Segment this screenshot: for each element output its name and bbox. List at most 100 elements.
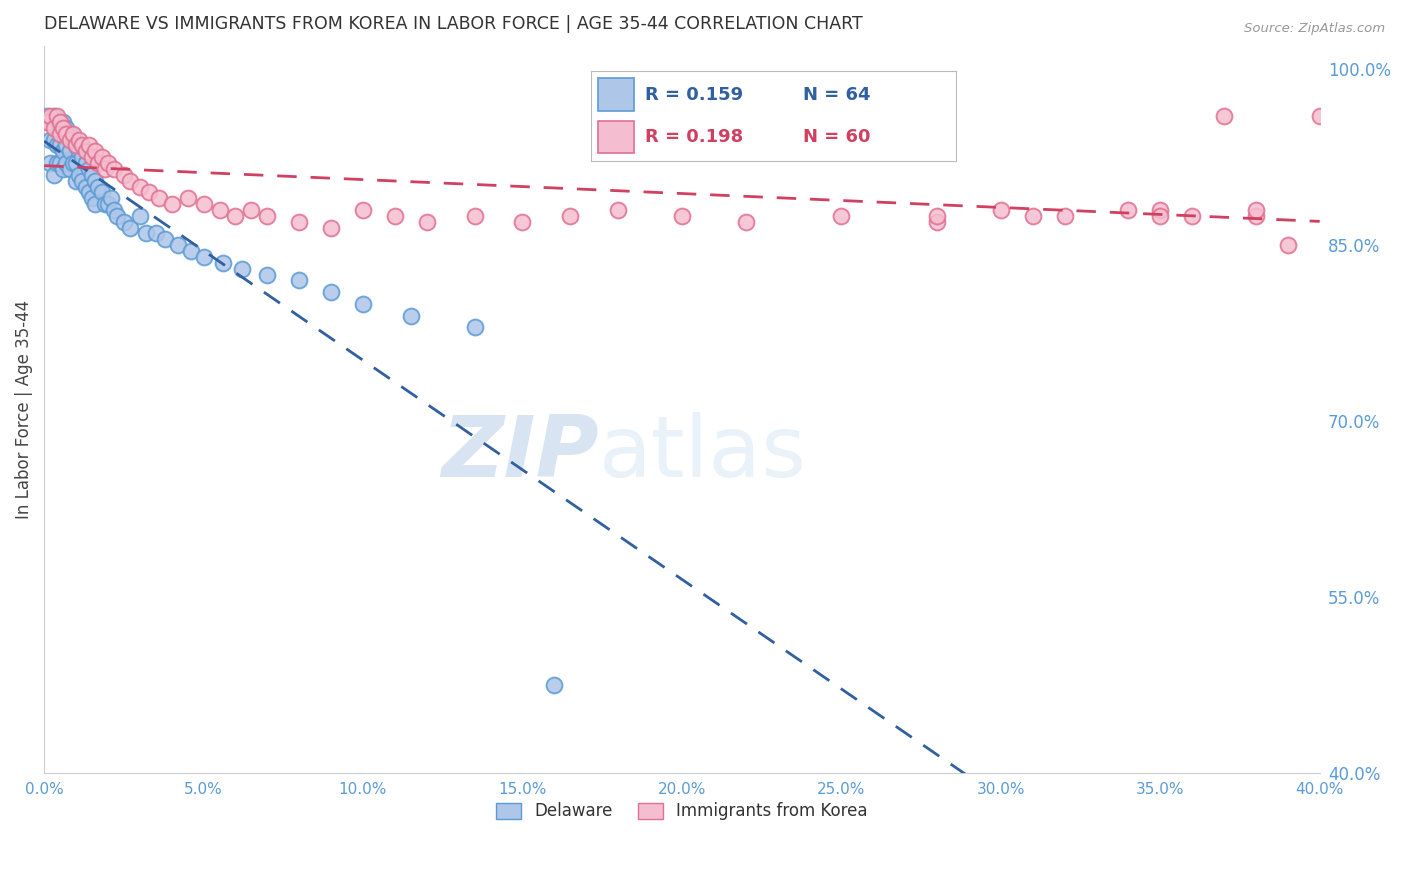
Point bbox=[167, 238, 190, 252]
Point bbox=[1118, 202, 1140, 217]
Text: DELAWARE VS IMMIGRANTS FROM KOREA IN LABOR FORCE | AGE 35-44 CORRELATION CHART: DELAWARE VS IMMIGRANTS FROM KOREA IN LAB… bbox=[44, 15, 863, 33]
Point bbox=[37, 115, 59, 129]
Point bbox=[72, 150, 94, 164]
Point bbox=[231, 261, 253, 276]
Point bbox=[193, 250, 215, 264]
Point bbox=[160, 197, 183, 211]
Point bbox=[84, 145, 107, 159]
Point bbox=[75, 156, 97, 170]
Point bbox=[67, 132, 90, 146]
Point bbox=[100, 191, 122, 205]
Point bbox=[90, 150, 112, 164]
Point bbox=[352, 202, 374, 217]
Point bbox=[97, 197, 120, 211]
Point bbox=[112, 168, 135, 182]
Point bbox=[543, 678, 565, 692]
Point bbox=[1021, 209, 1043, 223]
Point bbox=[77, 138, 100, 153]
Point bbox=[37, 109, 59, 123]
Point bbox=[135, 227, 157, 241]
Point bbox=[925, 209, 948, 223]
Point bbox=[240, 202, 263, 217]
Point bbox=[67, 145, 90, 159]
Text: ZIP: ZIP bbox=[441, 412, 599, 495]
Point bbox=[288, 215, 311, 229]
Point bbox=[607, 202, 630, 217]
Point bbox=[45, 138, 67, 153]
Point bbox=[1181, 209, 1204, 223]
Point bbox=[45, 109, 67, 123]
Text: N = 64: N = 64 bbox=[803, 86, 870, 103]
Point bbox=[925, 215, 948, 229]
Text: atlas: atlas bbox=[599, 412, 807, 495]
Point bbox=[52, 120, 75, 135]
Point bbox=[62, 156, 84, 170]
Point bbox=[65, 138, 87, 153]
Point bbox=[193, 197, 215, 211]
Point bbox=[148, 191, 170, 205]
Point bbox=[45, 115, 67, 129]
Point bbox=[319, 220, 342, 235]
Point bbox=[103, 161, 125, 176]
Point bbox=[464, 209, 486, 223]
Point bbox=[734, 215, 756, 229]
Legend: Delaware, Immigrants from Korea: Delaware, Immigrants from Korea bbox=[489, 796, 875, 827]
Point bbox=[65, 138, 87, 153]
Point bbox=[72, 174, 94, 188]
Point bbox=[112, 215, 135, 229]
Point bbox=[1053, 209, 1076, 223]
Point bbox=[42, 132, 65, 146]
Point bbox=[319, 285, 342, 300]
Point bbox=[52, 115, 75, 129]
Point bbox=[384, 209, 406, 223]
Point bbox=[990, 202, 1012, 217]
Point bbox=[75, 179, 97, 194]
Point bbox=[211, 256, 233, 270]
Point bbox=[49, 138, 72, 153]
Point bbox=[77, 186, 100, 200]
Point bbox=[1277, 238, 1299, 252]
Point bbox=[180, 244, 202, 258]
Point bbox=[1149, 202, 1171, 217]
Point bbox=[128, 209, 150, 223]
Point bbox=[208, 202, 231, 217]
Bar bbox=[598, 78, 634, 111]
Point bbox=[55, 138, 77, 153]
Point bbox=[128, 179, 150, 194]
Point bbox=[256, 268, 278, 282]
Point bbox=[52, 161, 75, 176]
Point bbox=[55, 120, 77, 135]
Point bbox=[560, 209, 582, 223]
Point bbox=[84, 174, 107, 188]
Point bbox=[138, 186, 160, 200]
Point bbox=[42, 120, 65, 135]
Point bbox=[52, 127, 75, 141]
Point bbox=[65, 174, 87, 188]
Point bbox=[65, 156, 87, 170]
Point bbox=[52, 145, 75, 159]
Point bbox=[399, 309, 422, 323]
Point bbox=[830, 209, 852, 223]
Text: R = 0.159: R = 0.159 bbox=[645, 86, 744, 103]
Point bbox=[59, 161, 82, 176]
Point bbox=[103, 202, 125, 217]
Text: N = 60: N = 60 bbox=[803, 128, 870, 146]
Point bbox=[49, 156, 72, 170]
Point bbox=[62, 127, 84, 141]
Text: Source: ZipAtlas.com: Source: ZipAtlas.com bbox=[1244, 22, 1385, 36]
Point bbox=[1149, 209, 1171, 223]
Text: R = 0.198: R = 0.198 bbox=[645, 128, 744, 146]
Point bbox=[464, 320, 486, 334]
Point bbox=[55, 127, 77, 141]
Point bbox=[49, 127, 72, 141]
Point bbox=[120, 174, 142, 188]
Point bbox=[67, 168, 90, 182]
Point bbox=[155, 232, 177, 246]
Point bbox=[224, 209, 246, 223]
Point bbox=[176, 191, 198, 205]
Point bbox=[97, 156, 120, 170]
Point bbox=[42, 109, 65, 123]
Point bbox=[72, 138, 94, 153]
Point bbox=[1244, 209, 1267, 223]
Point bbox=[145, 227, 167, 241]
